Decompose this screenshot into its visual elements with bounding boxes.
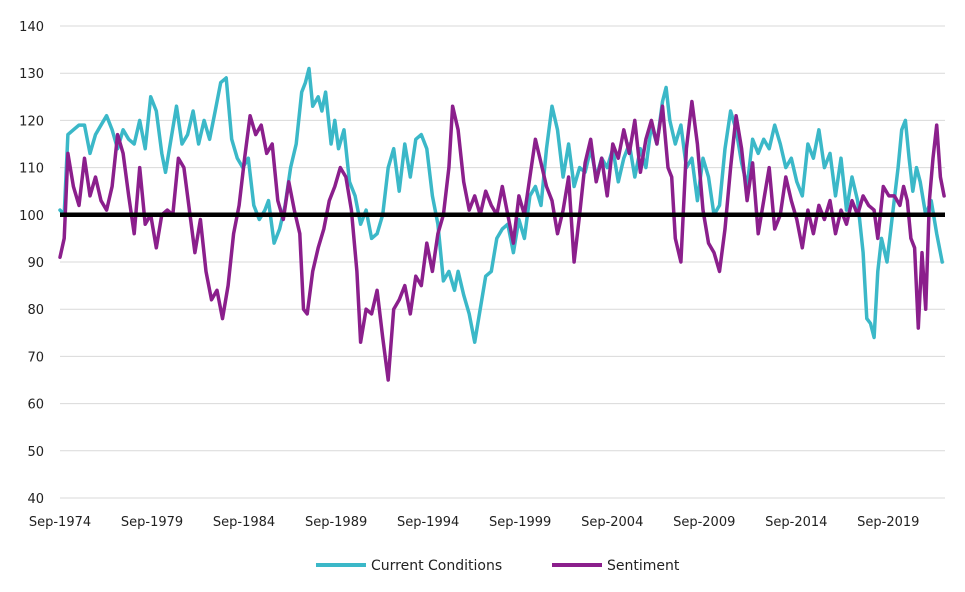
x-tick-label: Sep-1974 — [29, 515, 91, 530]
y-tick-label: 100 — [19, 209, 44, 224]
x-tick-label: Sep-2014 — [765, 515, 827, 530]
x-tick-label: Sep-1994 — [397, 515, 459, 530]
series-line-sentiment — [58, 99, 946, 382]
x-tick-label: Sep-1984 — [213, 515, 275, 530]
y-tick-label: 90 — [27, 256, 44, 271]
x-tick-label: Sep-2009 — [673, 515, 735, 530]
x-axis-ticks: Sep-1974 Sep-1979 Sep-1984 Sep-1989 Sep-1994… — [29, 515, 920, 530]
y-tick-label: 110 — [19, 162, 44, 177]
series-group — [58, 66, 946, 382]
legend-label-current-conditions: Current Conditions — [371, 558, 502, 574]
y-tick-label: 40 — [27, 492, 44, 507]
y-tick-label: 70 — [27, 350, 44, 365]
legend: Current Conditions Sentiment — [316, 558, 680, 574]
y-tick-label: 130 — [19, 67, 44, 82]
x-tick-label: Sep-1979 — [121, 515, 183, 530]
gridlines — [60, 25, 945, 499]
x-tick-label: Sep-1989 — [305, 515, 367, 530]
legend-label-sentiment: Sentiment — [607, 558, 680, 574]
y-tick-label: 60 — [27, 398, 44, 413]
y-tick-label: 120 — [19, 114, 44, 129]
y-tick-label: 140 — [19, 20, 44, 35]
y-tick-label: 80 — [27, 303, 44, 318]
y-axis-ticks: 40 50 60 70 80 90 100 110 120 130 140 — [19, 20, 44, 507]
x-tick-label: Sep-2019 — [857, 515, 919, 530]
x-tick-label: Sep-2004 — [581, 515, 643, 530]
series-line-current-conditions — [58, 66, 944, 344]
y-tick-label: 50 — [27, 445, 44, 460]
x-tick-label: Sep-1999 — [489, 515, 551, 530]
